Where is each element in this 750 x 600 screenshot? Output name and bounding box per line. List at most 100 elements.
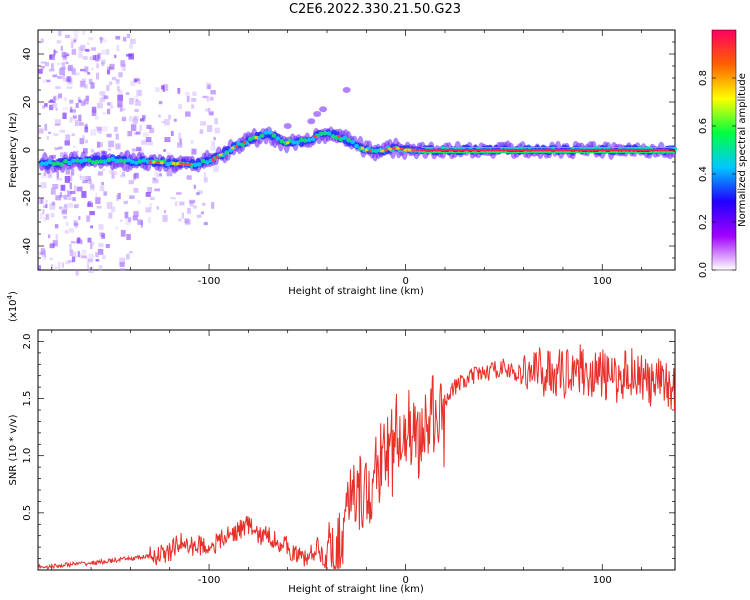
spectrogram-speckle bbox=[81, 78, 86, 83]
ridge-cell bbox=[415, 148, 420, 152]
spectrogram-speckle bbox=[115, 226, 119, 230]
spectrogram-speckle bbox=[152, 179, 159, 184]
spectrogram-speckle bbox=[78, 99, 82, 103]
spectrogram-speckle bbox=[73, 39, 77, 43]
spectrogram-speckle bbox=[197, 190, 203, 194]
snr-x-tick-label: 0 bbox=[402, 575, 408, 586]
spectrogram-speckle bbox=[184, 218, 189, 224]
spectrogram-speckle bbox=[74, 34, 78, 41]
spectrogram-speckle bbox=[115, 35, 121, 40]
spectrogram-speckle bbox=[76, 186, 83, 192]
spectrogram-speckle bbox=[61, 209, 67, 214]
spectrogram-speckle bbox=[96, 126, 102, 131]
spectrogram-speckle bbox=[190, 140, 194, 144]
ridge-cell bbox=[175, 162, 180, 166]
spectrogram-speckle bbox=[65, 222, 69, 226]
spectrogram-speckle bbox=[97, 248, 104, 255]
spectrogram-speckle bbox=[201, 202, 206, 206]
spectrogram-speckle bbox=[67, 166, 74, 172]
spectrogram-speckle bbox=[89, 200, 93, 205]
spectrogram-speckle bbox=[68, 260, 74, 263]
snr-y-tick-label: 1.0 bbox=[22, 448, 33, 464]
spectrogram-speckle bbox=[117, 85, 120, 92]
spectrogram-speckle bbox=[159, 173, 162, 177]
spectrogram-speckle bbox=[158, 114, 161, 118]
ridge-cell bbox=[236, 141, 241, 146]
spectrogram-speckle bbox=[41, 105, 45, 109]
ridge-cell bbox=[63, 158, 68, 164]
spectrogram-speckle bbox=[53, 96, 56, 104]
spectrogram-speckle bbox=[119, 174, 126, 178]
spectrogram-speckle bbox=[91, 68, 94, 71]
spectrogram-speckle bbox=[48, 131, 52, 134]
spectrogram-speckle bbox=[52, 240, 58, 247]
ridge-cell bbox=[160, 161, 164, 165]
colorbar-tick-label: 0.4 bbox=[698, 166, 709, 182]
snr-x-tick-label: -100 bbox=[198, 575, 221, 586]
spectrogram-speckle bbox=[79, 175, 83, 180]
spectrogram-speckle bbox=[120, 108, 126, 111]
spectrogram-speckle bbox=[140, 221, 143, 228]
ridge-cell bbox=[306, 137, 312, 143]
spectrogram-speckle bbox=[213, 136, 217, 141]
spectrogram-speckle bbox=[38, 68, 43, 74]
ridge-cell bbox=[247, 136, 253, 142]
spectrogram-speckle bbox=[46, 135, 49, 140]
spectrogram-speckle bbox=[106, 66, 111, 71]
spectrogram-speckle bbox=[102, 112, 107, 115]
spectrogram-speckle bbox=[77, 251, 80, 258]
spectrogram-speckle bbox=[56, 178, 63, 181]
spectrogram-speckle bbox=[163, 149, 166, 152]
spectrogram-speckle bbox=[61, 51, 66, 58]
spectrogram-speckle bbox=[95, 125, 99, 129]
spectrogram-speckle bbox=[211, 202, 215, 209]
spectrogram-speckle bbox=[90, 184, 95, 189]
spectrogram-speckle bbox=[53, 95, 60, 101]
ridge-cell bbox=[330, 134, 336, 139]
spectrogram-speckle bbox=[113, 54, 117, 58]
spectrogram-speckle bbox=[73, 185, 77, 191]
spectrogram-speckle bbox=[63, 52, 68, 59]
spectrogram-speckle bbox=[158, 100, 163, 105]
spectrogram-speckle bbox=[39, 213, 43, 220]
spectrogram-speckle bbox=[166, 137, 170, 141]
spectrogram-speckle bbox=[72, 113, 77, 121]
ridge-cell bbox=[200, 158, 206, 164]
ridge-cell bbox=[354, 143, 359, 149]
spectrogram-speckle bbox=[173, 118, 177, 122]
spectrogram-speckle bbox=[88, 179, 92, 184]
ridge-cell bbox=[368, 149, 373, 153]
spectrogram-speckle bbox=[101, 94, 107, 99]
spectrogram-speckle bbox=[210, 146, 216, 151]
spectrogram-speckle bbox=[125, 218, 131, 226]
spectrogram-speckle bbox=[342, 87, 351, 93]
spectrogram-speckle bbox=[62, 74, 65, 79]
spectrogram-speckle bbox=[161, 120, 165, 124]
spectrogram-speckle bbox=[62, 106, 68, 110]
ridge-cell bbox=[322, 130, 328, 136]
spectrogram-speckle bbox=[115, 78, 120, 83]
spectrogram-speckle bbox=[74, 204, 79, 209]
spectrogram-speckle bbox=[65, 168, 70, 175]
ridge-cell bbox=[267, 130, 273, 135]
spectrogram-speckle bbox=[55, 108, 58, 111]
spectrogram-speckle bbox=[62, 112, 67, 120]
spectrogram-speckle bbox=[81, 249, 87, 255]
spectrogram-speckle bbox=[191, 104, 195, 109]
spectrogram-speckle bbox=[120, 229, 126, 237]
spectrogram-speckle bbox=[129, 251, 133, 254]
spectrogram-speckle bbox=[115, 79, 120, 85]
spectrogram-speckle bbox=[65, 260, 71, 265]
spectrogram-speckle bbox=[101, 181, 104, 186]
spectrogram-speckle bbox=[145, 192, 151, 197]
spectrogram-speckle bbox=[138, 148, 144, 154]
ridge-cell bbox=[380, 149, 384, 153]
spectrogram-speckle bbox=[136, 146, 142, 152]
ridge-cell bbox=[242, 140, 247, 144]
spectrogram-speckle bbox=[84, 139, 89, 144]
spectrogram-speckle bbox=[116, 44, 120, 52]
spectrogram-speckle bbox=[82, 30, 85, 35]
spectrogram-speckle bbox=[110, 206, 116, 213]
spectrogram-speckle bbox=[126, 234, 131, 241]
spectrogram-speckle bbox=[179, 201, 185, 206]
